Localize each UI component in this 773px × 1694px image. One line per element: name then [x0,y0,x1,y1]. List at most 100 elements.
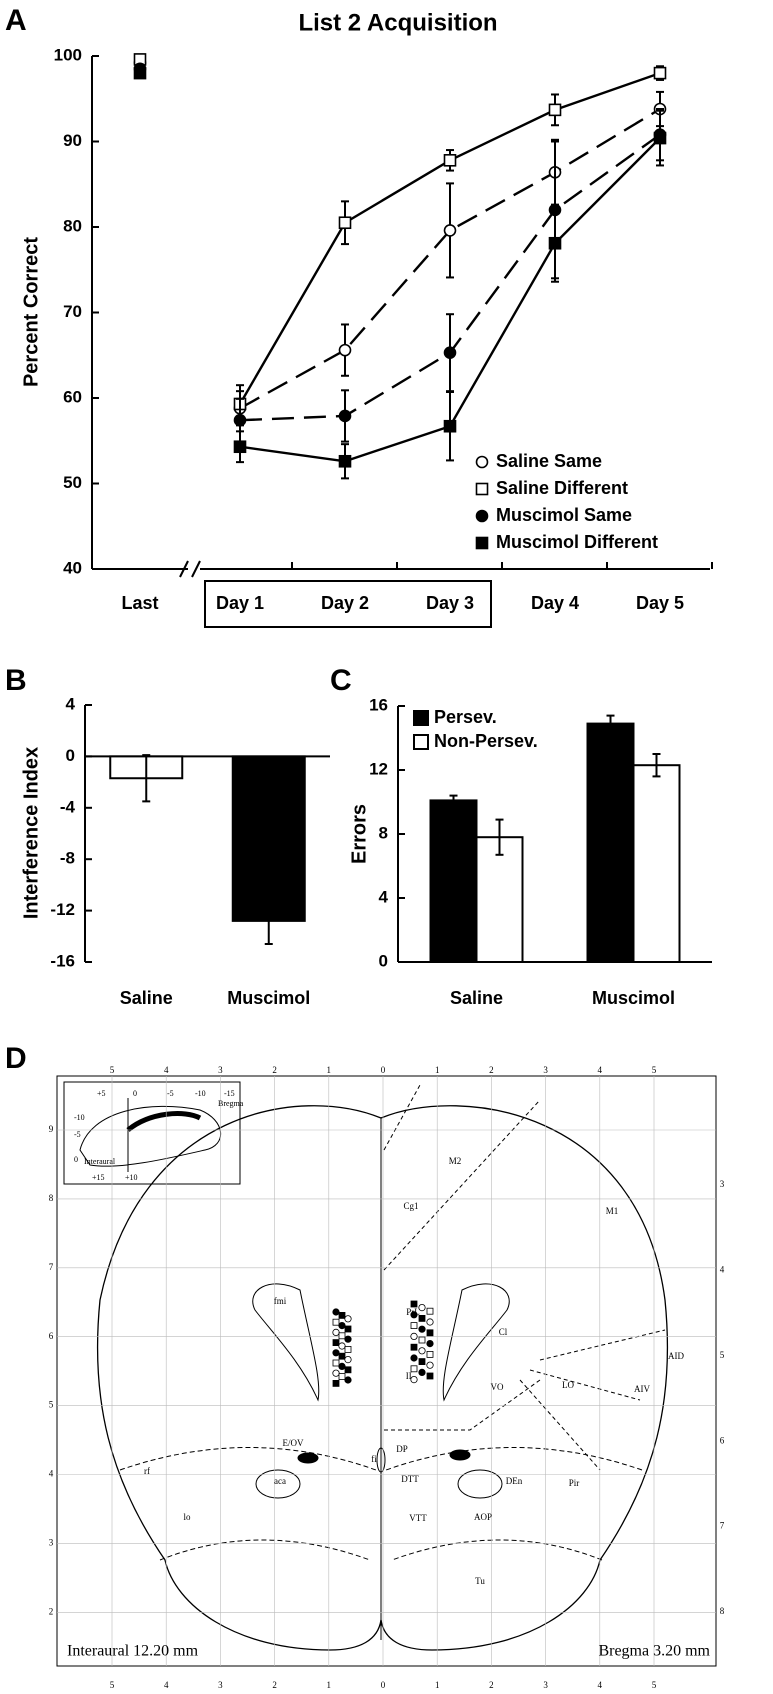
legend-label: Muscimol Same [496,505,632,525]
left-hemisphere [96,1105,382,1651]
site-marker [344,1366,352,1374]
y-tick-label: 90 [63,131,82,150]
site-marker [426,1318,434,1326]
region-label: fmi [274,1296,287,1306]
inset-label: +15 [92,1173,105,1182]
site-marker [426,1351,434,1358]
site-marker [426,1372,434,1380]
injection-sites [332,1300,434,1387]
point [443,419,457,433]
region-label: rf [144,1466,150,1476]
region-borders [383,1084,666,1471]
scale-label: 5 [110,1680,115,1690]
series-line [239,107,661,410]
region-label: lo [183,1512,191,1522]
scale-label: 1 [435,1065,440,1075]
region-label: aca [274,1476,286,1486]
site-marker [332,1359,340,1367]
site-marker [338,1362,346,1371]
y-tick-label: 80 [63,216,82,235]
site-marker [410,1354,418,1362]
region-label: LO [562,1380,574,1390]
scale-label: 5 [652,1065,657,1075]
point [548,236,562,250]
region-label: DEn [506,1476,523,1486]
region-label: M1 [606,1206,619,1216]
y-tick-label: 0 [379,951,388,970]
legend-label: Muscimol Different [496,532,658,552]
scale-label: 4 [598,1065,603,1075]
panel-label: D [5,1042,27,1075]
scale-label: 1 [327,1065,332,1075]
legend-marker [475,509,489,523]
bregma-label: Bregma 3.20 mm [598,1643,710,1660]
interaural-label: Interaural 12.20 mm [67,1643,199,1660]
site-marker [332,1318,340,1326]
site-marker [418,1358,426,1365]
panel-label: A [5,4,27,37]
region-label: DP [396,1444,408,1454]
site-marker [410,1332,418,1341]
ventral-right [385,1447,643,1471]
region-label: DTT [401,1474,419,1484]
y-tick-label: -4 [60,797,76,816]
y-tick-label: 50 [63,473,82,492]
site-marker [344,1356,352,1364]
scale-label: 0 [381,1065,386,1075]
bar [231,755,306,922]
site-marker [410,1343,418,1351]
scale-label: 3 [49,1537,54,1547]
inset-label: Interaural [84,1157,116,1166]
y-tick-label: -12 [50,900,75,919]
site-marker [344,1346,352,1353]
axis-break [191,560,201,578]
inset-label: Bregma [218,1099,244,1108]
point [338,343,352,357]
inset-label: -5 [74,1130,81,1139]
scale-label: 4 [49,1469,54,1479]
site-marker [338,1373,346,1380]
site-marker [344,1335,352,1343]
scale-label: 2 [49,1606,54,1616]
site-marker [332,1369,340,1377]
y-tick-label: 16 [369,695,388,714]
y-tick-label: 40 [63,558,82,577]
inset-shading [126,1111,202,1132]
ventral-right-2 [391,1539,603,1561]
inset-label: -10 [195,1089,206,1098]
legend-label: Saline Different [496,478,628,498]
lesion-left [297,1452,319,1464]
axis-break [179,560,189,578]
lesion-right [449,1449,471,1461]
scale-label: 0 [381,1680,386,1690]
site-marker [338,1322,346,1330]
scale-label: 4 [720,1264,725,1274]
site-marker [344,1325,352,1333]
inset-label: 0 [133,1089,137,1098]
site-marker [410,1300,418,1308]
region-label: E/OV [283,1438,304,1448]
point [443,154,457,167]
scale-label: 4 [598,1680,603,1690]
site-marker [332,1380,340,1387]
day-box [204,580,492,628]
site-marker [332,1339,340,1346]
y-tick-label: 60 [63,387,82,406]
legend-label: Non-Persev. [434,731,538,751]
atlas-frame [56,1075,717,1667]
point [233,440,247,454]
site-marker [338,1312,346,1319]
scale-label: 9 [49,1124,54,1134]
region-label: IL [406,1371,415,1381]
atlas [56,1075,717,1667]
scale-label: 5 [652,1680,657,1690]
site-marker [418,1368,426,1377]
legend-label: Persev. [434,707,497,727]
inset-label: -5 [167,1089,174,1098]
point [443,224,457,237]
scale-label: 2 [272,1065,277,1075]
site-marker [338,1352,346,1360]
inset-label: +5 [97,1089,106,1098]
y-tick-label: 4 [379,887,389,906]
